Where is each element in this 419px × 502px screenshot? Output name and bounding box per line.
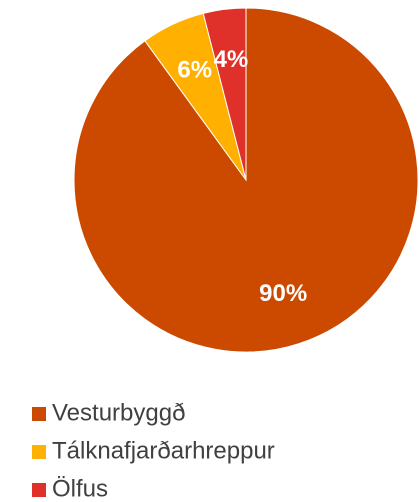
pie-slice <box>73 7 419 353</box>
data-label: 4% <box>214 46 249 73</box>
legend-label: Vesturbyggð <box>52 399 185 426</box>
pie-slice <box>202 7 247 181</box>
legend-swatch <box>32 483 46 497</box>
legend-label: Tálknafjarðarhreppur <box>52 437 275 464</box>
legend-swatch <box>32 407 46 421</box>
legend-swatch <box>32 445 46 459</box>
data-label: 90% <box>259 280 307 307</box>
legend-label: Ölfus <box>52 475 108 502</box>
data-label: 6% <box>177 56 212 83</box>
